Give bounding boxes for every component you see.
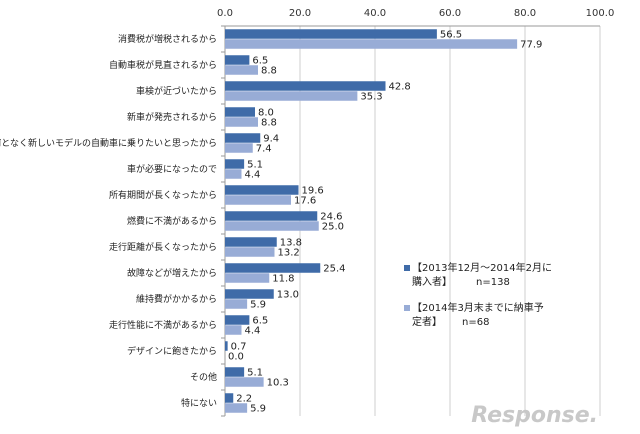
x-tick-label: 0.0 [217, 8, 233, 19]
data-label: 5.1 [247, 367, 263, 378]
x-tick-label: 40.0 [364, 8, 386, 19]
bar-series-1 [225, 237, 277, 247]
data-label: 19.6 [302, 185, 324, 196]
data-label: 13.8 [280, 237, 302, 248]
category-label: その他 [190, 371, 217, 383]
category-label: デザインに飽きたから [127, 345, 217, 357]
category-label: 自動車税が見直されるから [109, 59, 217, 71]
bar-series-1 [225, 341, 228, 351]
x-tick-label: 60.0 [439, 8, 461, 19]
bar-series-2 [225, 39, 518, 49]
data-label: 11.8 [272, 273, 294, 284]
data-label: 6.5 [252, 315, 268, 326]
data-label: 42.8 [389, 81, 411, 92]
data-label: 6.5 [252, 55, 268, 66]
legend-label: 【2014年3月末までに納車予 [412, 301, 544, 314]
bar-series-2 [225, 377, 264, 387]
category-label: 走行距離が長くなったから [109, 241, 217, 253]
data-label: 9.4 [263, 133, 279, 144]
bar-series-2 [225, 169, 242, 179]
bar-series-2 [225, 65, 258, 75]
bar-series-2 [225, 117, 258, 127]
bar-series-2 [225, 247, 275, 257]
legend-label-cont: 定者】 [412, 315, 442, 328]
data-label: 5.1 [247, 159, 263, 170]
data-label: 0.7 [231, 341, 247, 352]
category-label: 特にない [181, 397, 217, 409]
data-label: 4.4 [245, 169, 261, 180]
watermark-logo: Response. [471, 403, 598, 428]
bar-series-1 [225, 185, 299, 195]
data-label: 5.9 [250, 403, 266, 414]
category-label: 車検が近づいたから [136, 85, 217, 97]
bar-series-2 [225, 221, 319, 231]
category-label: 所有期間が長くなったから [109, 189, 217, 201]
category-label: 走行性能に不満があるから [109, 319, 217, 331]
bar-series-2 [225, 299, 248, 309]
data-label: 13.2 [278, 247, 300, 258]
bar-series-2 [225, 143, 253, 153]
x-tick-label: 20.0 [289, 8, 311, 19]
category-label: 車が必要になったので [127, 163, 217, 175]
legend-swatch [404, 305, 410, 311]
data-label: 5.9 [250, 299, 266, 310]
bar-series-1 [225, 289, 274, 299]
x-tick-label: 100.0 [586, 8, 615, 19]
bar-series-1 [225, 263, 321, 273]
bar-series-1 [225, 133, 261, 143]
category-label: 消費税が増税されるから [118, 33, 217, 45]
bar-series-2 [225, 325, 242, 335]
legend-n-label: n=68 [462, 317, 489, 328]
bar-series-1 [225, 315, 250, 325]
data-label: 0.0 [228, 351, 244, 362]
data-label: 35.3 [360, 91, 382, 102]
category-label: 維持費がかかるから [136, 293, 217, 305]
bar-series-1 [225, 211, 318, 221]
category-label: 何となく新しいモデルの自動車に乗りたいと思ったから [0, 137, 217, 149]
data-label: 10.3 [267, 377, 289, 388]
data-label: 2.2 [236, 393, 252, 404]
legend-label: 【2013年12月～2014年2月に [412, 261, 552, 274]
bar-series-2 [225, 273, 270, 283]
legend-swatch [404, 265, 410, 271]
bar-series-1 [225, 81, 386, 91]
bar-series-1 [225, 159, 245, 169]
bar-series-1 [225, 393, 234, 403]
data-label: 7.4 [256, 143, 272, 154]
bar-series-1 [225, 55, 250, 65]
data-label: 25.4 [323, 263, 345, 274]
category-label: 新車が発売されるから [127, 111, 217, 123]
data-label: 8.8 [261, 65, 277, 76]
data-label: 8.8 [261, 117, 277, 128]
data-label: 17.6 [294, 195, 316, 206]
category-label: 燃費に不満があるから [127, 215, 217, 227]
bar-series-2 [225, 195, 291, 205]
data-label: 56.5 [440, 29, 462, 40]
category-label: 故障などが増えたから [127, 267, 217, 279]
bar-series-1 [225, 367, 245, 377]
data-label: 24.6 [320, 211, 342, 222]
data-label: 13.0 [277, 289, 299, 300]
legend-n-label: n=138 [476, 277, 510, 288]
bar-series-2 [225, 403, 248, 413]
data-label: 77.9 [520, 39, 542, 50]
bar-series-2 [225, 91, 358, 101]
data-label: 25.0 [322, 221, 344, 232]
bar-series-1 [225, 107, 255, 117]
x-tick-label: 80.0 [514, 8, 536, 19]
data-label: 8.0 [258, 107, 274, 118]
bar-series-1 [225, 29, 437, 39]
data-label: 4.4 [245, 325, 261, 336]
legend-label-cont: 購入者】 [412, 275, 452, 288]
